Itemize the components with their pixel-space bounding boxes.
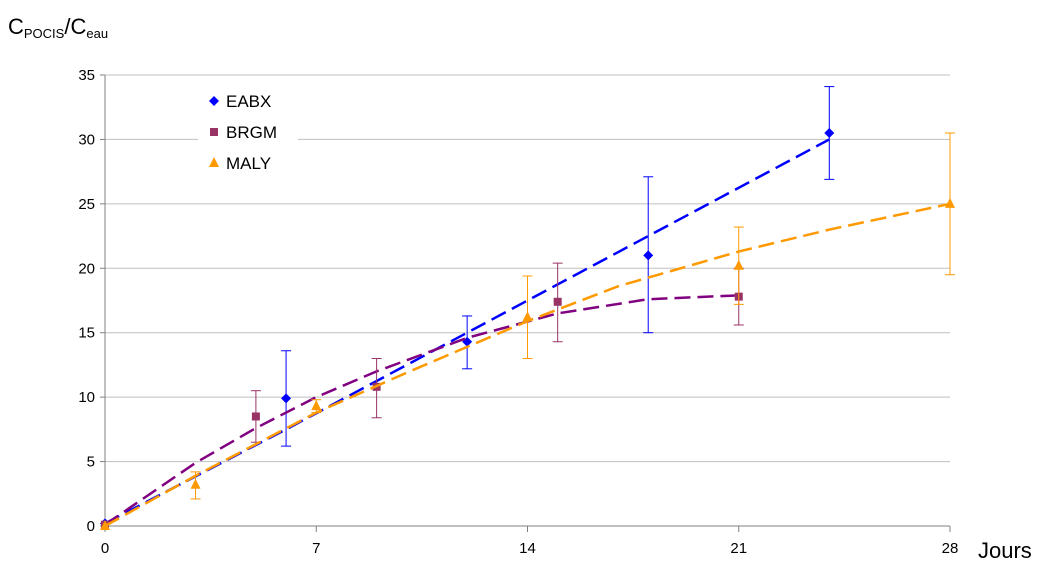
x-tick-label: 0 xyxy=(101,540,109,557)
legend-marker-maly xyxy=(209,157,219,167)
y-tick-label: 35 xyxy=(78,67,95,84)
y-axis-label-sub-eau: eau xyxy=(86,26,109,41)
data-point-maly xyxy=(311,400,322,411)
y-tick-label: 15 xyxy=(78,325,95,342)
data-point-maly xyxy=(945,197,955,208)
y-tick-label: 30 xyxy=(78,131,95,148)
data-point-brgm xyxy=(251,412,260,421)
data-point-maly xyxy=(733,259,744,270)
x-axis-label: Jours xyxy=(978,538,1032,563)
y-axis-label-separator: /C xyxy=(64,14,87,39)
data-point-eabx xyxy=(281,393,292,404)
trendline-maly xyxy=(104,202,951,528)
x-tick-label: 14 xyxy=(519,540,536,557)
data-point-maly xyxy=(100,520,110,530)
data-point-maly xyxy=(190,478,201,489)
x-tick-label: 28 xyxy=(942,540,959,557)
y-axis-label: CPOCIS/Ceau xyxy=(8,14,108,41)
y-axis-label-sub-pocis: POCIS xyxy=(23,26,65,41)
x-tick-label: 21 xyxy=(730,540,747,557)
data-point-brgm xyxy=(553,297,562,306)
trendline-brgm xyxy=(104,294,739,526)
y-tick-label: 10 xyxy=(78,389,95,406)
y-tick-label: 20 xyxy=(78,260,95,277)
data-point-eabx xyxy=(824,127,835,138)
legend-label-brgm: BRGM xyxy=(226,123,277,142)
y-tick-label: 5 xyxy=(87,454,95,471)
y-tick-label: 25 xyxy=(78,196,95,213)
legend-label-eabx: EABX xyxy=(226,92,271,111)
trendline-eabx xyxy=(104,138,830,525)
y-axis-label-main: C xyxy=(8,14,24,39)
x-tick-label: 7 xyxy=(312,540,320,557)
legend-marker-eabx xyxy=(209,96,219,106)
y-tick-label: 0 xyxy=(87,518,95,535)
data-point-eabx xyxy=(643,250,654,261)
data-point-maly xyxy=(522,311,533,322)
legend-label-maly: MALY xyxy=(226,154,271,173)
legend-marker-brgm xyxy=(210,128,218,136)
